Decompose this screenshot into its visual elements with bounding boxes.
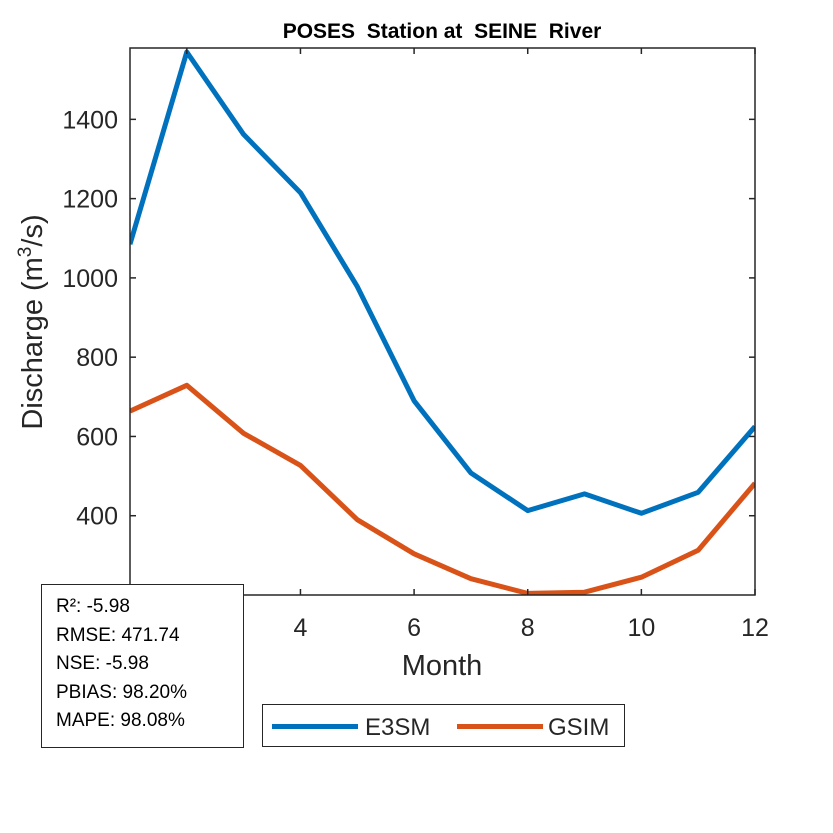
stat-r2: R²: -5.98 (56, 596, 130, 617)
y-tick-label: 800 (76, 344, 118, 372)
y-tick-label: 1000 (62, 265, 118, 293)
stat-pbias: PBIAS: 98.20% (56, 681, 187, 703)
y-tick-label: 400 (76, 503, 118, 531)
series-line-e3sm (130, 49, 755, 516)
x-tick-label: 6 (407, 614, 421, 642)
chart-title: POSES Station at SEINE River (283, 20, 602, 43)
statistics-box: R²: -5.98 RMSE: 471.74 NSE: -5.98 PBIAS:… (41, 584, 244, 748)
y-axis-label: Discharge (m3/s) (15, 214, 49, 429)
x-axis-label: Month (402, 650, 483, 682)
y-tick-label: 600 (76, 423, 118, 451)
y-tick-label: 1200 (62, 186, 118, 214)
stat-nse: NSE: -5.98 (56, 653, 149, 674)
legend-swatch-e3sm (272, 724, 358, 729)
y-tick-label: 1400 (62, 106, 118, 134)
x-tick-label: 4 (294, 614, 308, 642)
series-line-gsim (130, 382, 755, 595)
axes-box (129, 47, 756, 596)
plot-area: 24681012400600800100012001400 (62, 48, 769, 642)
y-axis-label-main: Discharge (m (17, 257, 49, 429)
legend-label-gsim: GSIM (548, 714, 610, 741)
x-tick-label: 8 (521, 614, 535, 642)
x-tick-label: 10 (627, 614, 655, 642)
stat-rmse: RMSE: 471.74 (56, 624, 180, 646)
y-axis-label-superscript: 3 (15, 247, 36, 258)
stat-mape: MAPE: 98.08% (56, 710, 185, 731)
legend-swatch-gsim (457, 724, 543, 729)
y-axis-label-tail: /s) (17, 214, 49, 246)
legend-label-e3sm: E3SM (365, 714, 431, 741)
x-tick-label: 12 (741, 614, 769, 642)
legend: E3SM GSIM (262, 704, 625, 747)
